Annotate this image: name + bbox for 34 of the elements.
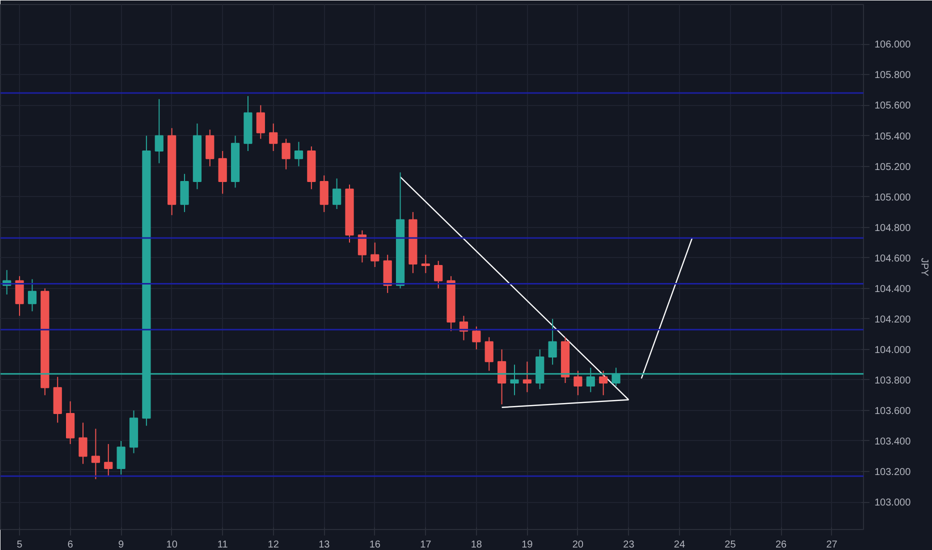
- y-tick-label: 103.800: [874, 375, 912, 386]
- y-tick-label: 106.000: [874, 40, 912, 51]
- y-tick-label: 105.200: [874, 162, 912, 173]
- y-tick-label: 105.600: [874, 100, 912, 112]
- x-tick-label: 23: [623, 540, 635, 550]
- x-tick-label: 24: [674, 540, 686, 550]
- x-tick-label: 19: [522, 540, 534, 550]
- x-tick-label: 27: [826, 540, 838, 550]
- x-tick-label: 6: [68, 540, 74, 550]
- y-tick-label: 103.000: [874, 498, 912, 509]
- y-tick-label: 104.800: [874, 222, 912, 234]
- x-tick-label: 17: [420, 540, 432, 550]
- x-tick-label: 12: [268, 540, 280, 550]
- x-tick-label: 26: [775, 540, 788, 550]
- y-tick-label: 104.400: [874, 284, 912, 295]
- y-tick-label: 103.600: [874, 406, 912, 417]
- y-tick-label: 104.000: [874, 344, 912, 356]
- x-tick-label: 13: [318, 540, 330, 550]
- y-tick-label: 104.600: [874, 253, 912, 264]
- x-tick-label: 10: [166, 540, 178, 550]
- x-tick-label: 25: [724, 540, 736, 550]
- x-tick-label: 11: [217, 540, 228, 550]
- x-tick-label: 16: [369, 540, 381, 550]
- y-tick-label: 103.400: [874, 436, 912, 448]
- y-tick-label: 103.200: [874, 467, 912, 478]
- x-tick-label: 5: [16, 540, 23, 550]
- x-tick-label: 20: [572, 540, 584, 550]
- x-tick-label: 18: [470, 540, 482, 550]
- y-tick-label: 105.400: [874, 131, 912, 142]
- y-tick-label: 104.200: [874, 314, 912, 326]
- x-tick-label: 9: [118, 540, 124, 550]
- y-tick-label: 105.000: [874, 192, 912, 204]
- y-tick-label: 105.800: [874, 70, 912, 82]
- y-axis-title: JPY: [918, 258, 930, 276]
